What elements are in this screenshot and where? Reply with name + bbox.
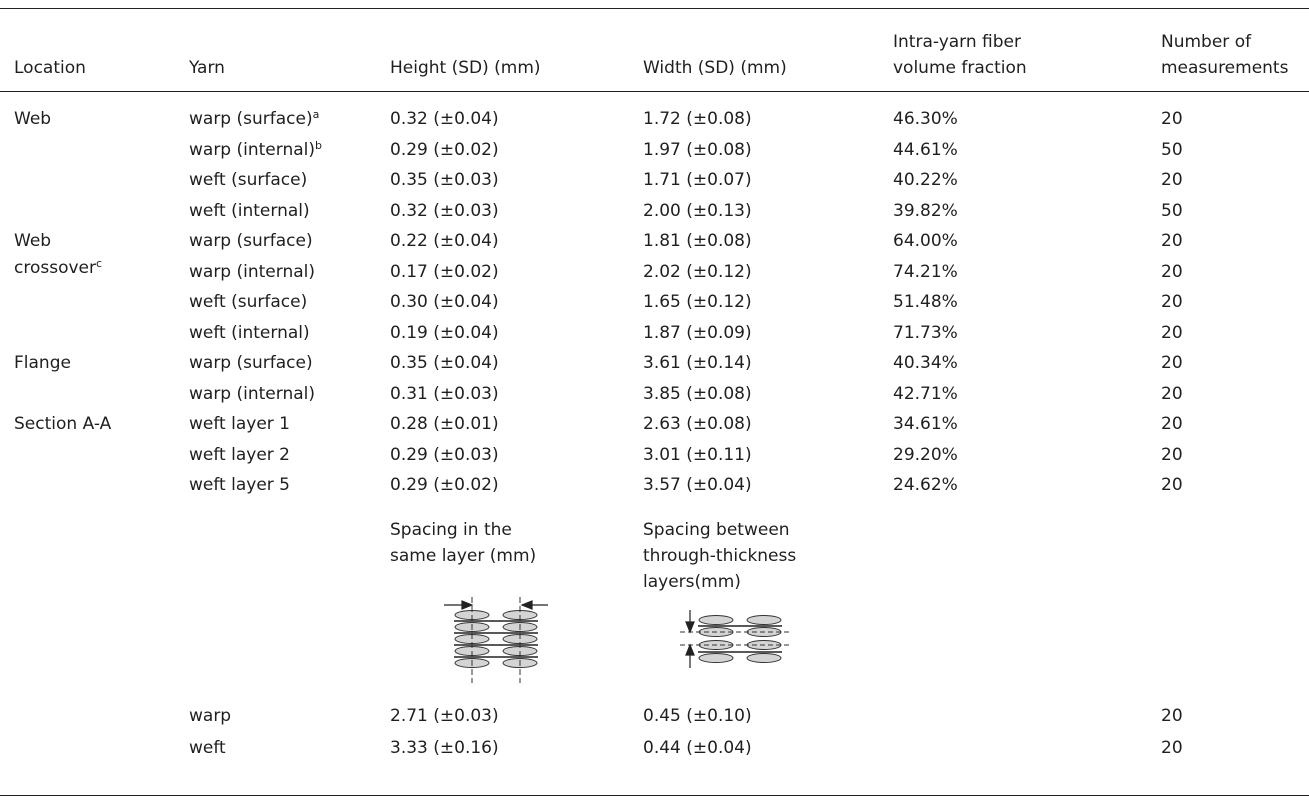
location-cell-continued: crossoverc bbox=[14, 256, 103, 278]
header-rule bbox=[0, 91, 1309, 92]
width-cell: 2.63 (±0.08) bbox=[643, 414, 752, 434]
top-rule bbox=[0, 8, 1309, 9]
width-cell: 3.01 (±0.11) bbox=[643, 444, 752, 465]
header-volume-fraction-line1: Intra-yarn fiber bbox=[893, 32, 1021, 52]
measurements-cell: 20 bbox=[1161, 706, 1183, 726]
measurements-cell: 20 bbox=[1161, 353, 1183, 373]
measurements-cell: 20 bbox=[1161, 109, 1183, 129]
footnote-marker: c bbox=[96, 256, 103, 270]
measurements-cell: 20 bbox=[1161, 444, 1183, 465]
same-layer-spacing-cell: 2.71 (±0.03) bbox=[390, 706, 499, 726]
measurements-cell: 20 bbox=[1161, 231, 1183, 251]
yarn-cell: warp (internal) bbox=[189, 261, 315, 282]
same-layer-spacing-cell: 3.33 (±0.16) bbox=[390, 738, 499, 758]
yarn-cell: warp bbox=[189, 706, 232, 726]
between-layers-spacing-cell: 0.45 (±0.10) bbox=[643, 706, 752, 726]
location-cell: Section A-A bbox=[14, 414, 112, 434]
volume-fraction-cell: 46.30% bbox=[893, 109, 958, 129]
header-yarn: Yarn bbox=[189, 58, 225, 78]
header-height: Height (SD) (mm) bbox=[390, 58, 541, 78]
width-cell: 1.71 (±0.07) bbox=[643, 170, 752, 190]
width-cell: 1.65 (±0.12) bbox=[643, 292, 752, 312]
yarn-cell: warp (surface) bbox=[189, 353, 313, 373]
height-cell: 0.19 (±0.04) bbox=[390, 322, 499, 343]
height-cell: 0.31 (±0.03) bbox=[390, 383, 499, 404]
width-cell: 1.97 (±0.08) bbox=[643, 139, 752, 160]
measurements-cell: 20 bbox=[1161, 414, 1183, 434]
spacing-between-line3: layers(mm) bbox=[643, 572, 741, 592]
measurements-cell: 20 bbox=[1161, 738, 1183, 758]
volume-fraction-cell: 34.61% bbox=[893, 414, 958, 434]
yarn-cell: warp (surface)a bbox=[189, 108, 320, 129]
location-cell: Web bbox=[14, 231, 52, 251]
header-measurements-line1: Number of bbox=[1161, 32, 1252, 52]
yarn-cell: weft (surface) bbox=[189, 292, 308, 312]
yarn-cell: weft layer 5 bbox=[189, 475, 290, 495]
header-volume-fraction-line2: volume fraction bbox=[893, 58, 1027, 78]
volume-fraction-cell: 71.73% bbox=[893, 322, 958, 343]
between-layers-spacing-diagram bbox=[680, 610, 790, 668]
height-cell: 0.22 (±0.04) bbox=[390, 231, 499, 251]
volume-fraction-cell: 74.21% bbox=[893, 261, 958, 282]
volume-fraction-cell: 40.34% bbox=[893, 353, 958, 373]
volume-fraction-cell: 51.48% bbox=[893, 292, 958, 312]
height-cell: 0.17 (±0.02) bbox=[390, 261, 499, 282]
height-cell: 0.29 (±0.02) bbox=[390, 139, 499, 160]
footnote-marker: a bbox=[312, 108, 320, 121]
measurements-cell: 20 bbox=[1161, 261, 1183, 282]
volume-fraction-cell: 40.22% bbox=[893, 170, 958, 190]
height-cell: 0.35 (±0.03) bbox=[390, 170, 499, 190]
yarn-cell: weft (internal) bbox=[189, 322, 310, 343]
width-cell: 2.02 (±0.12) bbox=[643, 261, 752, 282]
yarn-cell: weft bbox=[189, 738, 226, 758]
width-cell: 1.72 (±0.08) bbox=[643, 109, 752, 129]
measurements-cell: 50 bbox=[1161, 200, 1183, 221]
volume-fraction-cell: 29.20% bbox=[893, 444, 958, 465]
volume-fraction-cell: 44.61% bbox=[893, 139, 958, 160]
spacing-same-layer-line2: same layer (mm) bbox=[390, 546, 537, 566]
yarn-cell: warp (internal) bbox=[189, 383, 315, 404]
measurements-cell: 20 bbox=[1161, 292, 1183, 312]
width-cell: 1.87 (±0.09) bbox=[643, 322, 752, 343]
height-cell: 0.32 (±0.04) bbox=[390, 109, 499, 129]
yarn-cell: weft layer 2 bbox=[189, 444, 290, 465]
header-location: Location bbox=[14, 58, 86, 78]
volume-fraction-cell: 39.82% bbox=[893, 200, 958, 221]
height-cell: 0.30 (±0.04) bbox=[390, 292, 499, 312]
yarn-cell: weft layer 1 bbox=[189, 414, 290, 434]
height-cell: 0.32 (±0.03) bbox=[390, 200, 499, 221]
volume-fraction-cell: 42.71% bbox=[893, 383, 958, 404]
bottom-rule bbox=[0, 795, 1309, 796]
width-cell: 3.61 (±0.14) bbox=[643, 353, 752, 373]
same-layer-spacing-diagram bbox=[444, 597, 548, 683]
height-cell: 0.29 (±0.03) bbox=[390, 444, 499, 465]
spacing-between-line1: Spacing between bbox=[643, 520, 790, 540]
measurements-cell: 20 bbox=[1161, 383, 1183, 404]
location-cell: Web bbox=[14, 109, 52, 129]
header-width: Width (SD) (mm) bbox=[643, 58, 787, 78]
yarn-cell: weft (internal) bbox=[189, 200, 310, 221]
measurements-cell: 20 bbox=[1161, 475, 1183, 495]
measurements-cell: 20 bbox=[1161, 322, 1183, 343]
spacing-between-line2: through-thickness bbox=[643, 546, 797, 566]
between-layers-spacing-cell: 0.44 (±0.04) bbox=[643, 738, 752, 758]
width-cell: 1.81 (±0.08) bbox=[643, 231, 752, 251]
volume-fraction-cell: 64.00% bbox=[893, 231, 958, 251]
header-measurements-line2: measurements bbox=[1161, 58, 1289, 78]
width-cell: 2.00 (±0.13) bbox=[643, 200, 752, 221]
height-cell: 0.35 (±0.04) bbox=[390, 353, 499, 373]
yarn-cell: warp (surface) bbox=[189, 231, 313, 251]
volume-fraction-cell: 24.62% bbox=[893, 475, 958, 495]
yarn-cell: warp (internal)b bbox=[189, 138, 322, 160]
width-cell: 3.57 (±0.04) bbox=[643, 475, 752, 495]
yarn-cell: weft (surface) bbox=[189, 170, 308, 190]
footnote-marker: b bbox=[315, 138, 322, 152]
measurements-cell: 20 bbox=[1161, 170, 1183, 190]
spacing-same-layer-line1: Spacing in the bbox=[390, 520, 512, 540]
height-cell: 0.29 (±0.02) bbox=[390, 475, 499, 495]
width-cell: 3.85 (±0.08) bbox=[643, 383, 752, 404]
height-cell: 0.28 (±0.01) bbox=[390, 414, 499, 434]
measurements-cell: 50 bbox=[1161, 139, 1183, 160]
location-cell: Flange bbox=[14, 353, 71, 373]
